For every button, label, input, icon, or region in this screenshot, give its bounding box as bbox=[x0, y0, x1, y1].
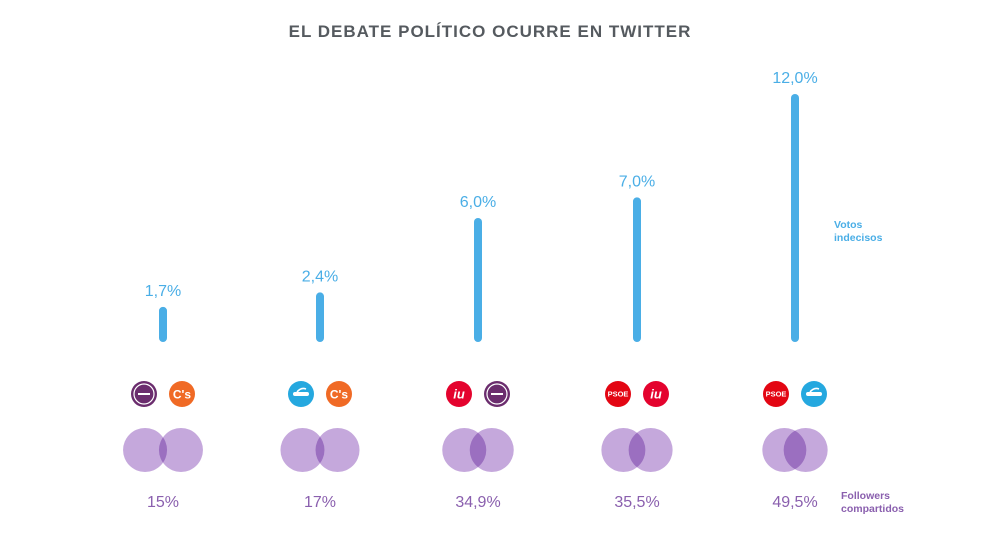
party-logos: C's C's iu PSOE iu PSOE bbox=[131, 381, 827, 407]
followers-label-4: 49,5% bbox=[772, 494, 817, 511]
bar-label-1: 2,4% bbox=[302, 268, 338, 285]
bar-label-0: 1,7% bbox=[145, 283, 181, 300]
followers-label-2: 34,9% bbox=[455, 494, 500, 511]
psoe-logo-text: PSOE bbox=[608, 390, 629, 399]
venn-overlap-2 bbox=[469, 428, 487, 472]
legend-votos: Votos indecisos bbox=[834, 219, 883, 244]
venn-left-0 bbox=[123, 428, 168, 472]
bar-votos-0 bbox=[159, 306, 167, 342]
psoe-logo-text: PSOE bbox=[766, 390, 787, 399]
legend-followers-line2: compartidos bbox=[841, 503, 904, 515]
bar-label-4: 12,0% bbox=[772, 70, 817, 87]
psoe-logo-icon: PSOE bbox=[763, 381, 789, 407]
venn-right-1 bbox=[315, 428, 360, 472]
venn-3: 35,5% bbox=[601, 428, 673, 511]
legend-votos-line1: Votos bbox=[834, 219, 863, 231]
bar-label-3: 7,0% bbox=[619, 173, 655, 190]
iu-logo-icon: iu bbox=[643, 381, 669, 407]
cs-logo-text: C's bbox=[330, 387, 349, 401]
bar-votos-4 bbox=[791, 94, 799, 342]
pp-logo-icon bbox=[288, 381, 314, 407]
venn-4: 49,5% bbox=[762, 428, 828, 511]
venn-right-0 bbox=[158, 428, 203, 472]
venn-left-1 bbox=[280, 428, 325, 472]
iu-logo-text: iu bbox=[453, 387, 465, 402]
chart-title: EL DEBATE POLÍTICO OCURRE EN TWITTER bbox=[289, 22, 692, 41]
cs-logo-text: C's bbox=[173, 387, 192, 401]
pp-logo-icon bbox=[801, 381, 827, 407]
podemos-logo-icon bbox=[131, 381, 157, 407]
venn-overlap-3 bbox=[628, 428, 646, 472]
podemos-logo-icon bbox=[484, 381, 510, 407]
iu-logo-text: iu bbox=[650, 387, 662, 402]
followers-label-0: 15% bbox=[147, 494, 179, 511]
venn-2: 34,9% bbox=[442, 428, 514, 511]
bar-votos-1 bbox=[316, 292, 324, 342]
venn-overlap-4 bbox=[783, 428, 807, 472]
legend-followers-line1: Followers bbox=[841, 490, 890, 502]
psoe-logo-icon: PSOE bbox=[605, 381, 631, 407]
bars: 1,7% 2,4% 6,0% 7,0% 12,0% bbox=[145, 70, 818, 342]
cs-logo-icon: C's bbox=[326, 381, 352, 407]
bar-label-2: 6,0% bbox=[460, 194, 496, 211]
followers-label-3: 35,5% bbox=[614, 494, 659, 511]
iu-logo-icon: iu bbox=[446, 381, 472, 407]
bar-votos-2 bbox=[474, 218, 482, 342]
bar-votos-3 bbox=[633, 197, 641, 342]
venn-1: 17% bbox=[280, 428, 360, 511]
legend-followers: Followers compartidos bbox=[841, 490, 904, 515]
legend-votos-line2: indecisos bbox=[834, 232, 883, 244]
cs-logo-icon: C's bbox=[169, 381, 195, 407]
venn-0: 15% bbox=[123, 428, 203, 511]
venn-diagrams: 15% 17% 34,9% 35,5% 49,5% bbox=[123, 428, 828, 511]
followers-label-1: 17% bbox=[304, 494, 336, 511]
